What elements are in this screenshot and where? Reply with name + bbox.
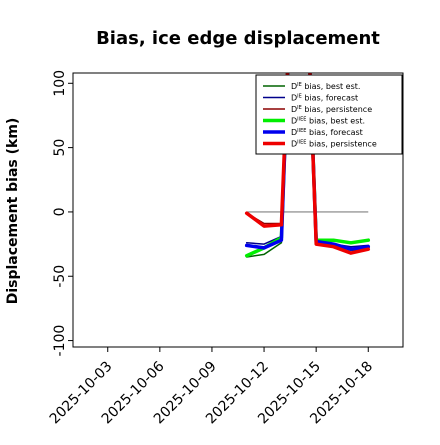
legend-entry-label: DIIEE bias, best est. — [291, 117, 365, 126]
legend: DIE bias, best est. DIE bias, forecast DIE… — [255, 74, 403, 155]
plot-frame — [72, 72, 404, 348]
y-tick-label: -50 — [52, 265, 68, 288]
legend-entry-label: DIIEE bias, forecast — [291, 128, 363, 137]
legend-entry-label: DIE bias, best est. — [291, 82, 360, 91]
legend-entry-label: DIIEE bias, persistence — [291, 140, 377, 149]
y-tick-label: -100 — [52, 325, 68, 357]
y-axis-label: Displacement bias (km) — [5, 118, 21, 305]
series-group — [244, 73, 371, 258]
y-tick-label: 0 — [52, 207, 68, 216]
legend-entry-label: DIE bias, persistence — [291, 105, 372, 114]
chart-title: Bias, ice edge displacement — [96, 28, 380, 49]
y-tick-label: 50 — [52, 139, 68, 157]
legend-box — [255, 74, 403, 155]
y-tick-label: 100 — [52, 70, 68, 97]
series-line-5 — [244, 73, 371, 251]
legend-entry-label: DIE bias, forecast — [291, 94, 358, 103]
series-line-6 — [244, 73, 371, 255]
